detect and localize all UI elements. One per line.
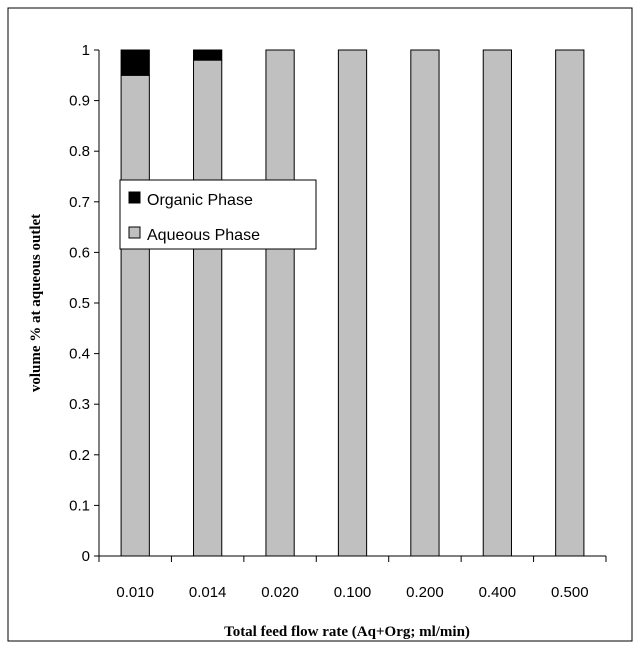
y-tick-label: 0.2 xyxy=(69,447,90,464)
y-tick-label: 0 xyxy=(82,548,90,565)
y-tick-label: 0.8 xyxy=(69,143,90,160)
y-tick-label: 0.9 xyxy=(69,93,90,110)
legend-label-organic: Organic Phase xyxy=(147,192,253,209)
legend-swatch-organic xyxy=(128,191,141,204)
y-tick-label: 1 xyxy=(82,42,90,59)
x-axis-title: Total feed flow rate (Aq+Org; ml/min) xyxy=(224,624,470,640)
bar-aqueous-phase-0.100 xyxy=(337,49,368,557)
legend-box xyxy=(119,179,317,250)
y-tick-label: 0.3 xyxy=(69,396,90,413)
y-tick-label: 0.1 xyxy=(69,497,90,514)
legend-label-aqueous: Aqueous Phase xyxy=(147,227,260,244)
y-axis-title: volume % at aqueous outlet xyxy=(28,214,44,392)
x-tick-label: 0.200 xyxy=(406,584,444,601)
x-tick-label: 0.020 xyxy=(261,584,299,601)
y-tick-labels: 0 0.1 0.2 0.3 0.4 0.5 0.6 0.7 0.8 0.9 1 xyxy=(69,42,90,565)
bar-aqueous-phase-0.010 xyxy=(120,74,150,557)
bar-aqueous-phase-0.020 xyxy=(265,49,295,557)
x-tick-label: 0.010 xyxy=(116,584,154,601)
bar-aqueous-phase-0.200 xyxy=(410,49,440,557)
legend: Organic Phase Aqueous Phase xyxy=(119,179,317,250)
x-tick-label: 0.400 xyxy=(479,584,517,601)
y-tick-label: 0.7 xyxy=(69,194,90,211)
y-tick-label: 0.4 xyxy=(69,346,90,363)
bar-aqueous-phase-0.400 xyxy=(482,49,512,557)
x-tick-labels: 0.010 0.014 0.020 0.100 0.200 0.400 0.500 xyxy=(116,584,588,601)
bar-aqueous-phase-0.500 xyxy=(555,49,585,557)
bars-layer xyxy=(120,49,585,557)
bar-organic-phase-0.014 xyxy=(193,49,223,61)
legend-swatch-aqueous xyxy=(128,226,141,239)
x-tick-label: 0.014 xyxy=(189,584,227,601)
x-tick-label: 0.100 xyxy=(334,584,372,601)
bar-organic-phase-0.010 xyxy=(120,49,150,76)
axes-layer xyxy=(94,49,607,562)
bar-aqueous-phase-0.014 xyxy=(193,59,223,557)
y-tick-label: 0.5 xyxy=(69,295,90,312)
x-tick-label: 0.500 xyxy=(551,584,589,601)
chart-border xyxy=(7,7,633,642)
y-tick-label: 0.6 xyxy=(69,244,90,261)
